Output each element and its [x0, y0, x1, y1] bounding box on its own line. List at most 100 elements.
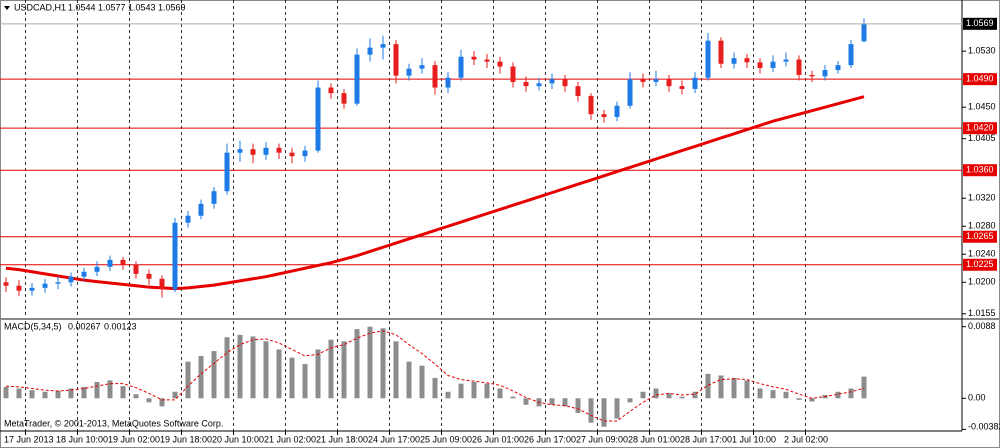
macd-bar — [432, 377, 438, 399]
moving-average — [5, 95, 865, 291]
candle-body — [679, 86, 685, 89]
ohlc-open: 1.0544 — [68, 2, 96, 12]
candle-body — [341, 93, 347, 104]
macd-bar — [341, 341, 347, 399]
level-label: 1.0225 — [966, 259, 994, 269]
level-box — [963, 122, 997, 135]
macd-bar — [42, 391, 48, 399]
candle-body — [276, 147, 282, 153]
level-box — [963, 164, 997, 177]
candle-body — [549, 79, 555, 84]
macd-bar — [328, 339, 334, 399]
macd-bar — [393, 341, 399, 399]
macd-bar — [276, 349, 282, 399]
x-tick-label: 27 Jun 09:00 — [576, 434, 628, 444]
macd-bar — [497, 388, 503, 399]
x-tick-label: 28 Jun 01:00 — [628, 434, 680, 444]
y-tick-label: 1.0320 — [968, 193, 996, 203]
macd-bar — [146, 398, 152, 403]
candle-body — [367, 47, 373, 55]
x-tick-label: 19 Jun 18:00 — [160, 434, 212, 444]
macd-bar — [614, 398, 620, 419]
candle-body — [536, 83, 542, 87]
y-tick-label: 0.00 — [968, 393, 986, 403]
y-tick-label: 0.0088 — [968, 321, 996, 331]
macd-bar — [575, 398, 581, 413]
candle-body — [705, 40, 711, 78]
macd-bar — [627, 398, 633, 403]
candle-body — [445, 77, 451, 88]
macd-bar — [354, 329, 360, 399]
candle-body — [640, 79, 646, 82]
candle-body — [796, 59, 802, 75]
macd-bar — [523, 398, 529, 405]
macd-bar — [29, 390, 35, 399]
macd-bar — [679, 396, 685, 399]
candle-body — [835, 65, 841, 71]
macd-bar — [861, 376, 867, 399]
candle-body — [523, 81, 529, 87]
macd-title: MACD(5,34,5) — [4, 321, 62, 331]
signal-value: 0.00123 — [104, 321, 137, 331]
macd-bar — [211, 351, 217, 399]
candle-body — [211, 191, 217, 204]
macd-bar — [666, 393, 672, 399]
macd-bar — [809, 398, 815, 402]
candle-body — [159, 278, 165, 290]
macd-bar — [120, 386, 126, 399]
candle-body — [692, 77, 698, 89]
macd-bar — [250, 336, 256, 399]
candle-body — [627, 79, 633, 106]
macd-bar — [406, 361, 412, 399]
macd-bar — [94, 382, 100, 399]
macd-bar — [81, 386, 87, 399]
candle-body — [302, 150, 308, 157]
price-label: 1.0569 — [966, 18, 994, 28]
macd-bar — [16, 388, 22, 399]
macd-bar — [445, 391, 451, 399]
y-tick-label: 1.0530 — [968, 46, 996, 56]
candle-body — [458, 56, 464, 78]
candle-body — [133, 264, 139, 274]
candle-body — [471, 56, 477, 60]
candle-body — [432, 65, 438, 88]
candle-body — [419, 65, 425, 69]
chart-title: USDCAD,H1 — [14, 2, 66, 12]
candle-body — [120, 259, 126, 265]
macd-bar — [484, 383, 490, 399]
macd-bar — [731, 377, 737, 399]
macd-bar — [783, 391, 789, 399]
menu-icon[interactable] — [4, 6, 10, 10]
x-tick-label: 18 Jun 10:00 — [56, 434, 108, 444]
x-tick-label: 24 Jun 17:00 — [368, 434, 420, 444]
candle-body — [770, 61, 776, 68]
macd-bar — [588, 398, 594, 423]
macd-bar — [224, 337, 230, 399]
candle-body — [315, 87, 321, 151]
level-box — [963, 258, 997, 271]
level-label: 1.0360 — [966, 165, 994, 175]
candle-body — [497, 61, 503, 67]
macd-bar — [653, 388, 659, 399]
macd-bar — [55, 390, 61, 399]
x-tick-label: 26 Jun 01:00 — [472, 434, 524, 444]
macd-bar — [198, 355, 204, 399]
candle-body — [289, 152, 295, 157]
macd-bar — [562, 398, 568, 407]
y-tick-label: 1.0200 — [968, 277, 996, 287]
candle-body — [393, 44, 399, 76]
x-tick-label: 26 Jun 17:00 — [524, 434, 576, 444]
candle-body — [601, 114, 607, 117]
macd-bar — [770, 390, 776, 399]
macd-value: 0.00267 — [68, 321, 101, 331]
macd-bar — [757, 388, 763, 399]
y-tick-label: 1.0280 — [968, 221, 996, 231]
candle-body — [29, 287, 35, 291]
candle-body — [718, 40, 724, 64]
y-tick-label: 1.0450 — [968, 102, 996, 112]
candle-body — [822, 70, 828, 77]
candle-body — [81, 271, 87, 277]
macd-bar — [133, 394, 139, 399]
macd-bar — [185, 361, 191, 399]
